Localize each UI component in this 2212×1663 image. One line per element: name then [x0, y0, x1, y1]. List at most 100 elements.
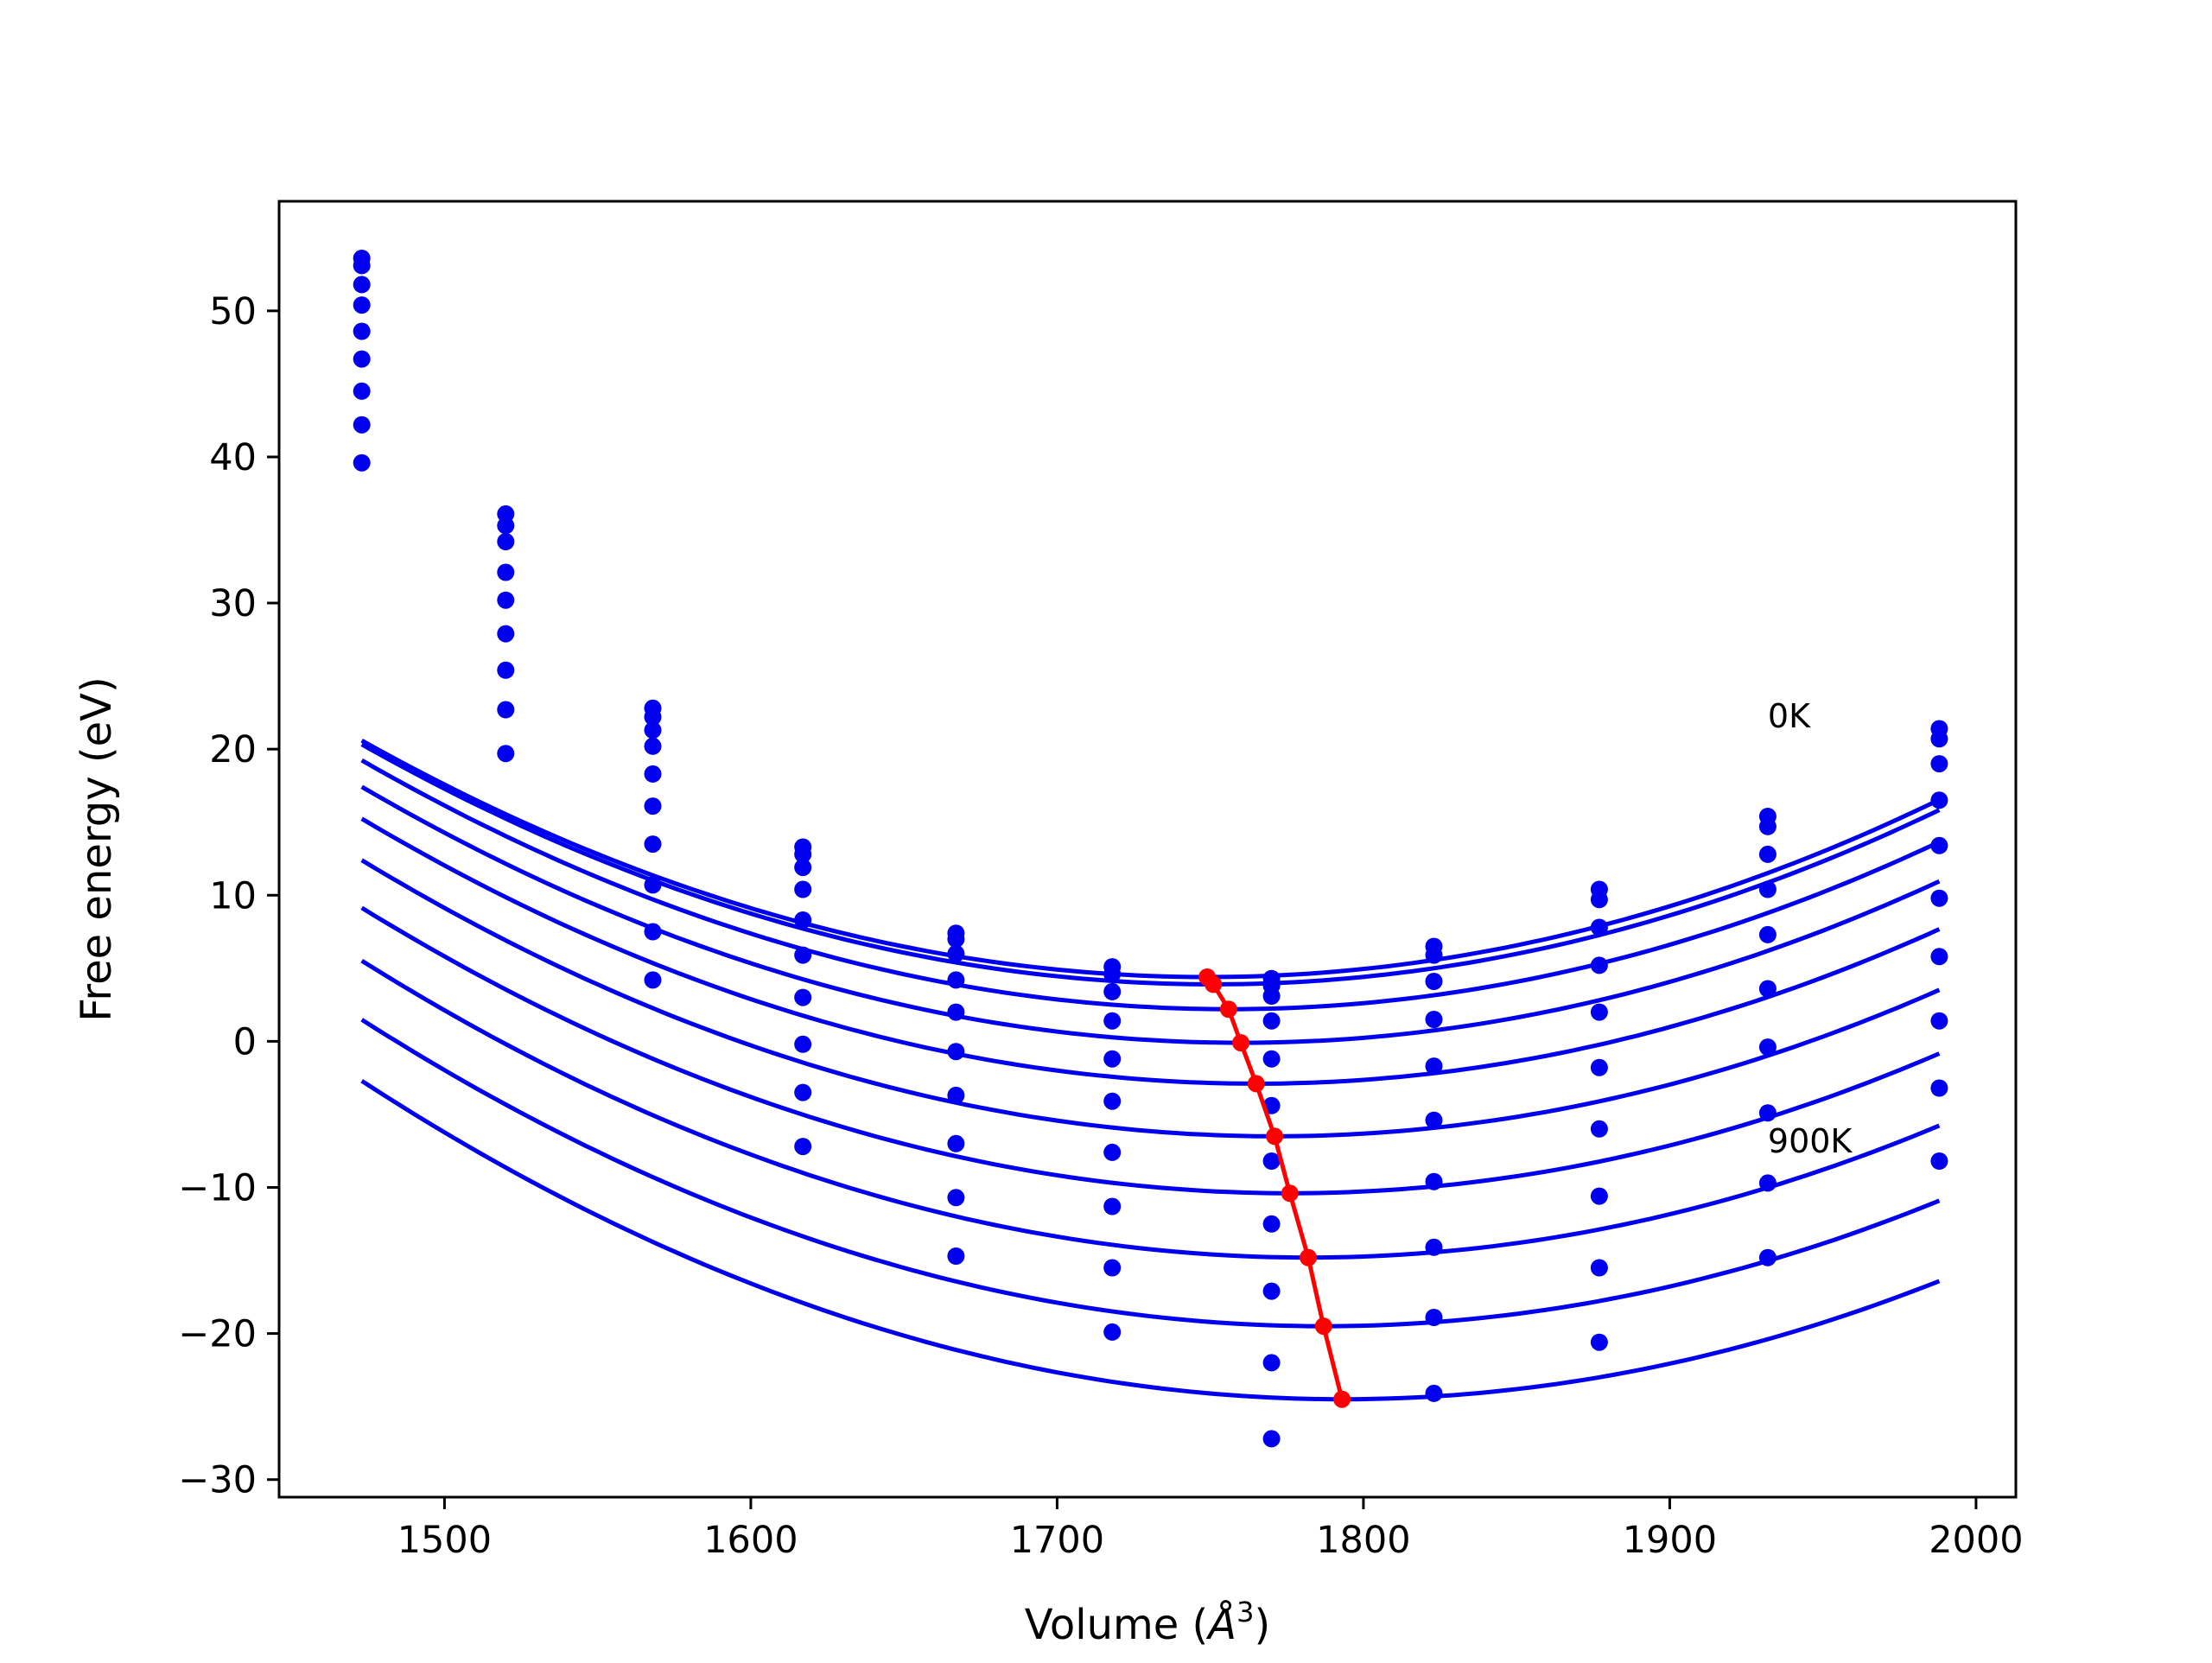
- data-point-4-7: [1425, 1057, 1443, 1076]
- data-point-3-3: [794, 880, 812, 898]
- fit-curve-8: [360, 1018, 1941, 1329]
- x-axis-label-exponent: 3: [1236, 1596, 1254, 1628]
- data-point-3-1: [497, 563, 515, 581]
- minima-point-9: [1333, 1390, 1351, 1408]
- data-point-2-4: [947, 944, 965, 962]
- data-point-3-0: [353, 296, 371, 314]
- y-axis-label: Free energy (eV): [73, 676, 121, 1021]
- data-point-7-5: [1103, 1197, 1122, 1216]
- minima-point-4: [1247, 1075, 1265, 1093]
- x-axis-label-prefix: Volume (: [1025, 1601, 1209, 1649]
- data-point-7-10: [1930, 1012, 1948, 1030]
- data-point-9-7: [1425, 1384, 1443, 1402]
- data-point-5-5: [1103, 1092, 1122, 1110]
- data-point-9-5: [1103, 1323, 1122, 1341]
- annotations: 0K 900K: [1768, 697, 1853, 1160]
- x-tick-label-1: 1600: [703, 1519, 798, 1562]
- data-point-8-7: [1425, 1309, 1443, 1326]
- data-point-6-5: [1103, 1143, 1122, 1161]
- data-point-1-7: [1425, 946, 1443, 964]
- x-tick-label-3: 1800: [1316, 1519, 1410, 1562]
- x-axis-label-symbol: Å: [1205, 1600, 1236, 1649]
- data-point-2-2: [644, 721, 662, 739]
- data-point-1-1: [497, 517, 515, 535]
- plot-frame: [277, 200, 2018, 1499]
- minima-point-6: [1281, 1184, 1299, 1203]
- data-point-4-9: [1758, 925, 1777, 943]
- data-point-3-8: [1590, 956, 1608, 974]
- data-point-4-0: [353, 322, 371, 340]
- data-point-9-6: [1262, 1354, 1281, 1372]
- data-point-7-0: [353, 416, 371, 434]
- data-point-6-4: [947, 1086, 965, 1104]
- data-point-7-4: [947, 1134, 965, 1152]
- y-tick-label-1: −20: [178, 1313, 257, 1356]
- data-point-3-9: [1758, 880, 1777, 898]
- data-point-9-3: [794, 1138, 812, 1156]
- data-point-3-7: [1425, 1011, 1443, 1028]
- fit-curve-6: [360, 905, 1941, 1196]
- data-point-8-3: [794, 1083, 812, 1101]
- y-tick-label-7: 40: [209, 436, 257, 479]
- data-point-4-4: [947, 1003, 965, 1021]
- y-axis-ticks: −30 −20 −10 0 10 20 30 40 50: [178, 290, 279, 1502]
- y-tick-label-5: 20: [209, 728, 257, 771]
- y-tick-label-0: −30: [178, 1459, 257, 1502]
- data-point-10-6: [1262, 1430, 1281, 1448]
- data-point-4-1: [497, 591, 515, 609]
- minima-path: [1198, 968, 1351, 1408]
- data-point-7-1: [497, 701, 515, 719]
- data-point-5-0: [353, 350, 371, 368]
- fit-curve-3: [360, 784, 1941, 1045]
- x-axis-label-suffix: ): [1254, 1601, 1270, 1649]
- data-point-2-3: [794, 859, 812, 877]
- data-point-3-2: [644, 737, 662, 755]
- data-point-4-10: [1930, 836, 1948, 854]
- data-point-1-2: [644, 708, 662, 726]
- data-point-6-0: [353, 382, 371, 400]
- x-tick-label-0: 1500: [397, 1519, 492, 1562]
- data-point-8-5: [1103, 1259, 1122, 1277]
- data-point-1-4: [947, 930, 965, 948]
- data-point-6-2: [644, 835, 662, 854]
- data-point-5-3: [794, 946, 812, 964]
- data-point-2-10: [1930, 755, 1948, 773]
- data-point-9-9: [1758, 1248, 1777, 1266]
- fit-curve-0: [360, 739, 1941, 980]
- data-point-1-10: [1930, 730, 1948, 748]
- data-point-2-1: [497, 533, 515, 550]
- data-point-7-6: [1262, 1215, 1281, 1233]
- y-tick-label-6: 30: [209, 582, 257, 625]
- y-tick-label-4: 10: [209, 874, 257, 917]
- data-points: [353, 250, 1948, 1448]
- x-tick-label-5: 2000: [1929, 1519, 2023, 1562]
- fit-curve-2: [360, 758, 1941, 1012]
- data-point-2-5: [1103, 982, 1122, 1000]
- minima-point-8: [1314, 1317, 1332, 1336]
- data-point-2-8: [1590, 918, 1608, 936]
- data-point-8-2: [644, 923, 662, 941]
- data-point-1-0: [353, 257, 371, 275]
- data-point-6-8: [1590, 1120, 1608, 1138]
- minima-point-3: [1232, 1034, 1250, 1052]
- data-point-5-1: [497, 625, 515, 643]
- x-tick-label-4: 1900: [1623, 1519, 1717, 1562]
- data-point-4-8: [1590, 1003, 1608, 1021]
- data-point-6-10: [1930, 948, 1948, 966]
- data-point-6-3: [794, 988, 812, 1006]
- data-point-7-7: [1425, 1238, 1443, 1256]
- data-point-9-10: [1930, 1152, 1948, 1170]
- fit-curve-4: [360, 816, 1941, 1086]
- data-point-9-2: [644, 971, 662, 989]
- x-tick-label-2: 1700: [1010, 1519, 1104, 1562]
- minima-point-1: [1205, 975, 1223, 993]
- data-point-8-1: [497, 745, 515, 763]
- data-point-8-4: [947, 1189, 965, 1207]
- data-point-6-6: [1262, 1152, 1281, 1170]
- data-point-3-4: [947, 971, 965, 989]
- data-point-2-0: [353, 276, 371, 294]
- x-axis-label: Volume (Å3): [1025, 1596, 1270, 1649]
- data-point-8-0: [353, 454, 371, 472]
- data-point-7-8: [1590, 1187, 1608, 1205]
